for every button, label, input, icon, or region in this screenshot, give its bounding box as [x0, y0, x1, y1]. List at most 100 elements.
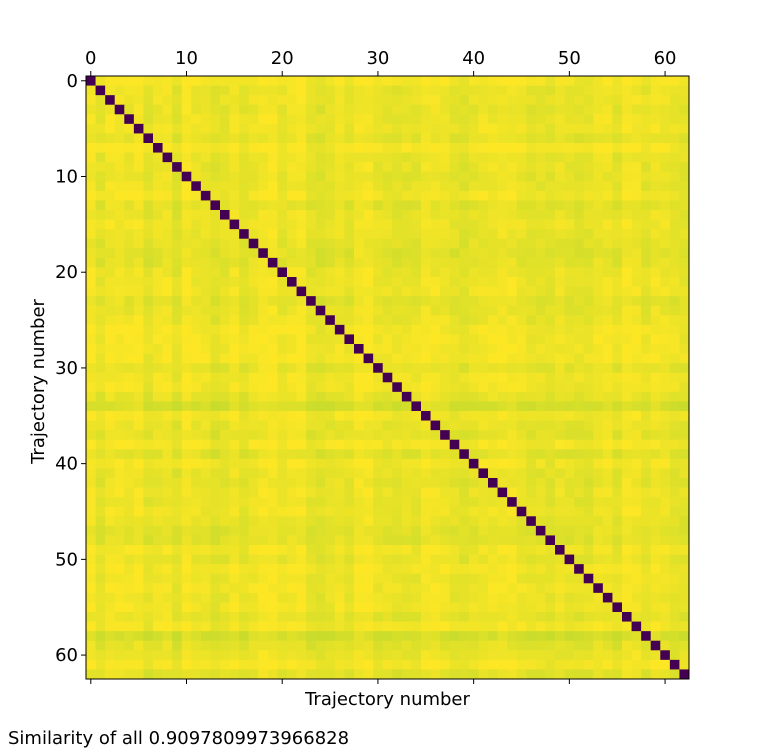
heatmap-cell	[95, 401, 106, 412]
heatmap-cell	[583, 229, 594, 240]
heatmap-cell	[401, 516, 412, 527]
heatmap-cell	[411, 85, 422, 96]
heatmap-cell	[334, 497, 345, 508]
heatmap-cell	[564, 621, 575, 632]
heatmap-cell	[593, 315, 604, 326]
heatmap-cell	[679, 123, 690, 134]
heatmap-cell	[392, 324, 403, 335]
heatmap-cell	[631, 592, 642, 603]
heatmap-cell	[181, 545, 192, 555]
heatmap-cell	[421, 353, 431, 364]
heatmap-cell	[200, 372, 211, 383]
heatmap-cell	[315, 324, 326, 335]
heatmap-cell	[679, 612, 690, 622]
heatmap-cell	[325, 219, 336, 230]
heatmap-cell	[334, 229, 345, 240]
heatmap-cell	[526, 411, 537, 421]
heatmap-cell	[602, 334, 613, 345]
heatmap-cell	[287, 324, 297, 335]
heatmap-cell	[143, 296, 154, 307]
heatmap-cell	[593, 640, 604, 651]
heatmap-cell	[459, 257, 470, 268]
heatmap-cell	[593, 286, 604, 297]
heatmap-cell	[181, 123, 192, 134]
heatmap-cell	[622, 143, 632, 153]
heatmap-cell	[114, 420, 125, 431]
heatmap-cell	[220, 458, 230, 469]
heatmap-cell	[373, 200, 384, 211]
heatmap-cell	[602, 286, 613, 297]
heatmap-cell	[239, 315, 250, 326]
heatmap-cell	[124, 411, 135, 421]
heatmap-cell	[650, 267, 661, 278]
heatmap-cell	[497, 229, 508, 240]
heatmap-cell	[114, 382, 125, 393]
heatmap-cell	[421, 133, 431, 144]
heatmap-cell	[344, 487, 355, 498]
heatmap-cell	[583, 621, 594, 632]
heatmap-cell	[449, 171, 460, 182]
heatmap-cell	[153, 162, 163, 173]
heatmap-cell	[679, 478, 690, 488]
heatmap-cell	[468, 76, 479, 86]
heatmap-cell	[95, 564, 106, 575]
heatmap-cell	[334, 248, 345, 259]
heatmap-cell	[153, 554, 163, 565]
heatmap-cell	[114, 171, 125, 182]
heatmap-cell	[411, 344, 422, 354]
heatmap-cell	[315, 382, 326, 393]
heatmap-cell	[545, 583, 556, 594]
heatmap-cell	[306, 210, 317, 220]
heatmap-cell	[612, 363, 623, 374]
diagonal-cell	[564, 554, 575, 565]
heatmap-cell	[430, 210, 441, 220]
heatmap-cell	[191, 104, 202, 115]
heatmap-cell	[488, 621, 498, 632]
y-tick-label: 20	[55, 262, 78, 283]
heatmap-cell	[95, 76, 106, 86]
heatmap-cell	[411, 631, 422, 642]
heatmap-cell	[593, 545, 604, 555]
heatmap-cell	[239, 478, 250, 488]
heatmap-cell	[440, 449, 451, 460]
heatmap-cell	[650, 545, 661, 555]
heatmap-cell	[516, 143, 527, 153]
heatmap-cell	[478, 324, 489, 335]
heatmap-cell	[392, 363, 403, 374]
heatmap-cell	[555, 401, 565, 412]
heatmap-cell	[583, 564, 594, 575]
heatmap-cell	[564, 612, 575, 622]
heatmap-cell	[641, 621, 652, 632]
heatmap-cell	[641, 363, 652, 374]
heatmap-cell	[526, 573, 537, 584]
heatmap-cell	[574, 525, 585, 536]
heatmap-cell	[114, 123, 125, 134]
heatmap-cell	[267, 219, 278, 230]
heatmap-cell	[545, 296, 556, 307]
heatmap-cell	[401, 267, 412, 278]
heatmap-cell	[516, 171, 527, 182]
heatmap-cell	[133, 420, 144, 431]
heatmap-cell	[602, 411, 613, 421]
heatmap-cell	[612, 372, 623, 383]
heatmap-cell	[210, 525, 221, 536]
heatmap-cell	[488, 458, 498, 469]
heatmap-cell	[430, 143, 441, 153]
heatmap-cell	[344, 659, 355, 670]
heatmap-cell	[641, 564, 652, 575]
heatmap-cell	[669, 190, 680, 201]
heatmap-cell	[411, 162, 422, 173]
heatmap-cell	[267, 583, 278, 594]
heatmap-cell	[267, 391, 278, 402]
heatmap-cell	[344, 420, 355, 431]
heatmap-cell	[679, 133, 690, 144]
heatmap-cell	[287, 353, 297, 364]
heatmap-cell	[95, 315, 106, 326]
heatmap-cell	[392, 545, 403, 555]
heatmap-cell	[105, 535, 116, 546]
heatmap-cell	[660, 621, 671, 632]
heatmap-cell	[660, 583, 671, 594]
heatmap-cell	[220, 411, 230, 421]
heatmap-cell	[669, 95, 680, 106]
heatmap-cell	[468, 95, 479, 106]
